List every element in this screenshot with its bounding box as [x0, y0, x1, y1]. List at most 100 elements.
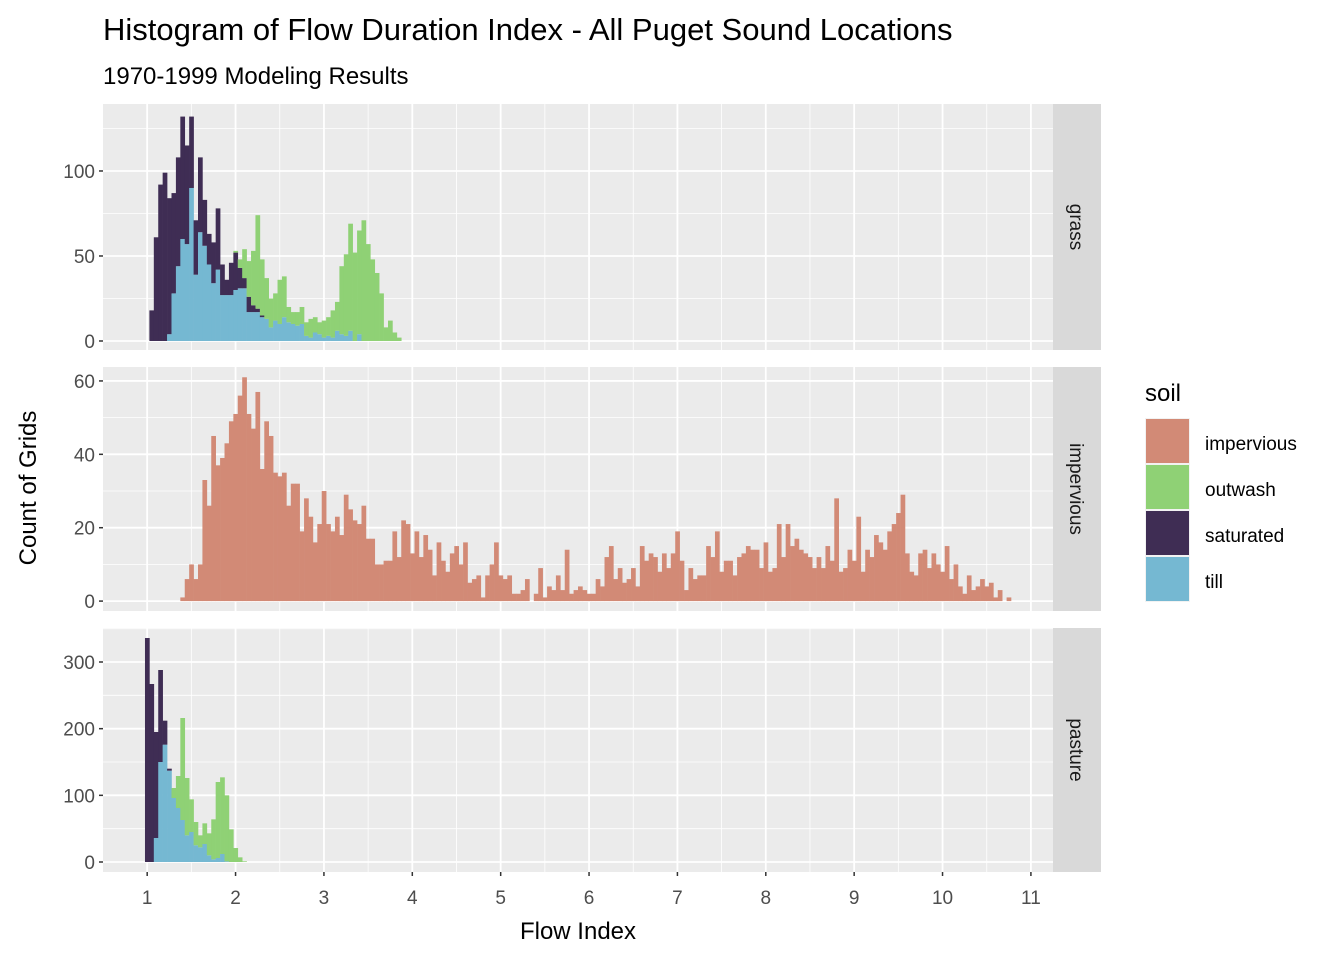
- bar-impervious: [940, 571, 946, 602]
- bar-saturated: [153, 237, 159, 341]
- bar-impervious: [277, 476, 283, 602]
- bar-outwash: [317, 322, 323, 335]
- bar-impervious: [467, 582, 473, 602]
- bar-till: [202, 245, 208, 341]
- bar-impervious: [776, 524, 782, 602]
- bar-impervious: [361, 505, 367, 602]
- bar-till: [175, 808, 181, 862]
- bar-impervious: [904, 553, 910, 602]
- bar-impervious: [661, 553, 667, 602]
- bar-outwash: [379, 293, 384, 341]
- legend-label-saturated: saturated: [1205, 526, 1284, 547]
- bar-impervious: [666, 568, 672, 602]
- bar-outwash: [193, 822, 199, 846]
- bar-saturated: [175, 157, 181, 267]
- bar-outwash: [295, 312, 300, 326]
- bar-saturated: [224, 279, 230, 296]
- bar-outwash: [215, 782, 221, 858]
- bar-impervious: [449, 553, 455, 602]
- bar-outwash: [343, 254, 349, 336]
- bar-impervious: [573, 590, 579, 602]
- bar-impervious: [670, 553, 676, 602]
- bar-saturated: [198, 157, 203, 233]
- bar-impervious: [860, 571, 866, 602]
- bar-outwash: [242, 249, 247, 279]
- bar-outwash: [233, 250, 239, 253]
- bar-impervious: [728, 560, 733, 602]
- bar-impervious: [803, 553, 809, 602]
- bar-impervious: [684, 590, 689, 602]
- bar-impervious: [600, 586, 605, 602]
- bar-impervious: [790, 546, 795, 602]
- bar-impervious: [308, 516, 314, 602]
- bar-impervious: [591, 593, 596, 602]
- bar-till: [184, 835, 190, 862]
- bar-impervious: [997, 590, 1003, 602]
- x-tick-label: 5: [495, 888, 506, 909]
- bar-impervious: [635, 586, 641, 602]
- bar-till: [343, 335, 349, 341]
- bar-till: [317, 334, 323, 341]
- bar-impervious: [445, 571, 451, 602]
- x-axis-title: Flow Index: [520, 918, 636, 945]
- bar-impervious: [485, 575, 490, 602]
- facet-strip-label: pasture: [1065, 718, 1086, 781]
- bar-impervious: [648, 553, 654, 602]
- bar-saturated: [167, 198, 172, 335]
- bar-impervious: [944, 546, 950, 602]
- bar-impervious: [631, 568, 636, 602]
- bar-impervious: [489, 564, 495, 602]
- bar-outwash: [184, 778, 190, 836]
- bar-impervious: [759, 568, 764, 602]
- bar-impervious: [560, 590, 566, 602]
- bar-till: [326, 335, 331, 341]
- bar-impervious: [392, 531, 398, 602]
- bar-outwash: [228, 829, 234, 862]
- bar-impervious: [343, 494, 349, 602]
- bar-outwash: [273, 293, 278, 321]
- bar-impervious: [772, 568, 778, 602]
- bar-impervious: [851, 560, 857, 602]
- bar-impervious: [896, 513, 901, 602]
- legend: soil impervious outwash saturated till: [1145, 380, 1297, 602]
- bar-impervious: [242, 377, 247, 602]
- bar-outwash: [312, 317, 318, 333]
- bar-impervious: [569, 593, 574, 602]
- bar-outwash: [233, 848, 239, 862]
- bar-impervious: [847, 549, 853, 602]
- bar-impervious: [502, 579, 508, 602]
- bar-impervious: [918, 553, 923, 602]
- bar-impervious: [657, 571, 663, 602]
- bar-impervious: [206, 505, 212, 602]
- panel-background: [103, 628, 1053, 872]
- bar-impervious: [374, 564, 380, 602]
- bar-impervious: [334, 516, 340, 602]
- bar-till: [175, 266, 181, 341]
- bar-impervious: [984, 586, 990, 602]
- bar-impervious: [688, 568, 694, 602]
- bar-impervious: [551, 590, 557, 602]
- x-tick-label: 1: [142, 888, 153, 909]
- bar-impervious: [834, 498, 839, 602]
- bar-impervious: [865, 549, 870, 602]
- bar-till: [215, 858, 221, 862]
- bar-outwash: [242, 861, 247, 862]
- bar-impervious: [843, 568, 848, 602]
- bar-impervious: [454, 546, 459, 602]
- bar-outwash: [290, 312, 296, 324]
- bar-impervious: [299, 531, 305, 602]
- x-tick-label: 8: [761, 888, 772, 909]
- bar-saturated: [189, 116, 194, 188]
- bar-till: [330, 337, 336, 341]
- bar-till: [246, 312, 252, 341]
- bar-outwash: [220, 777, 225, 854]
- bar-till: [193, 845, 199, 862]
- bar-impervious: [520, 590, 526, 602]
- bar-impervious: [259, 469, 265, 602]
- bar-saturated: [211, 242, 216, 284]
- bar-impervious: [339, 535, 345, 602]
- bar-outwash: [259, 259, 265, 316]
- bar-impervious: [542, 597, 548, 602]
- bar-outwash: [277, 279, 283, 324]
